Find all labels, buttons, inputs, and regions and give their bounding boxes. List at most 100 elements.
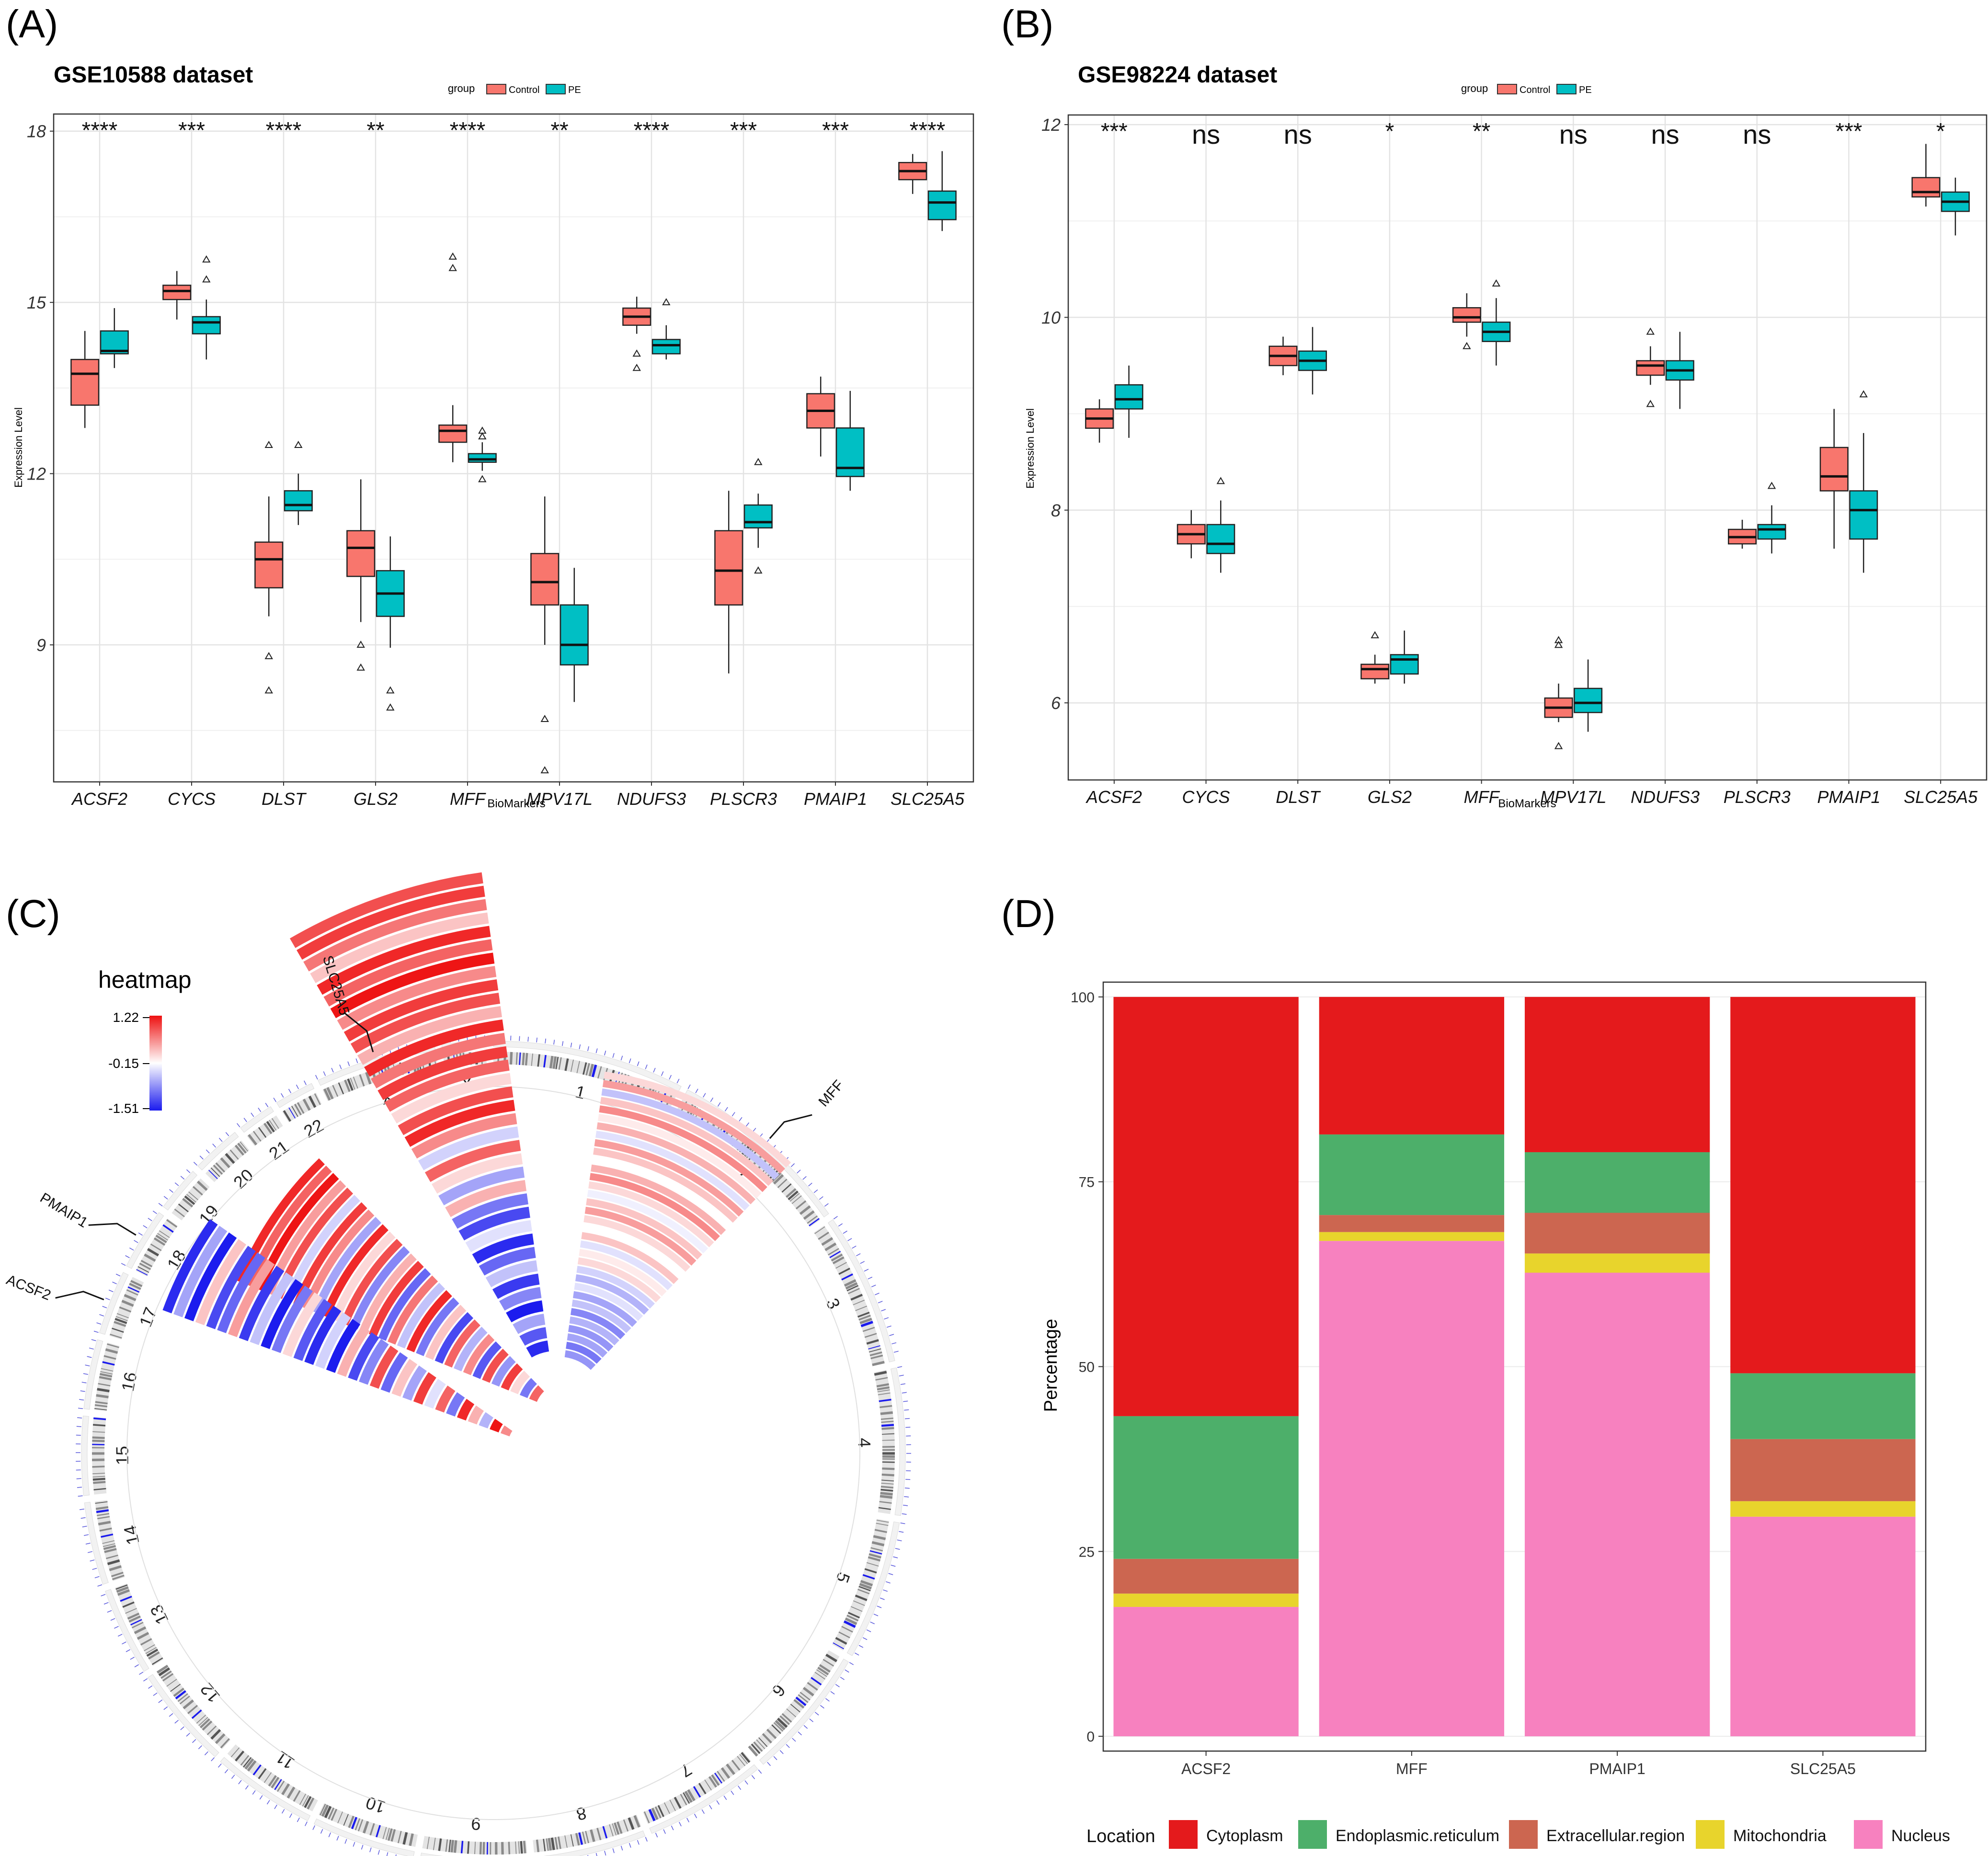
heatmap-cell-pmaip1 — [510, 1370, 530, 1395]
outlier-mff-pe — [1492, 279, 1501, 287]
axis-tick — [687, 1084, 691, 1089]
legend-label-control: Control — [1520, 85, 1550, 95]
axis-tick — [211, 1757, 215, 1762]
axis-tick — [895, 1548, 900, 1550]
cytoband — [196, 1180, 208, 1191]
box-plscr3-control — [714, 530, 743, 606]
cytoband — [576, 1061, 580, 1074]
cytoband — [880, 1417, 893, 1420]
cytoband — [148, 1651, 160, 1660]
cytoband — [107, 1343, 119, 1348]
cytoband — [739, 1754, 748, 1764]
heatmap-cell-pmaip1 — [312, 1216, 382, 1315]
cytoband — [111, 1571, 124, 1578]
axis-tick — [604, 1050, 606, 1055]
axis-tick — [587, 1046, 589, 1051]
axis-tick — [604, 1851, 606, 1856]
outlier-cycs-pe — [202, 275, 211, 283]
cytoband — [102, 1540, 115, 1544]
legend-label-pe: PE — [568, 85, 581, 95]
outlier-dlst-control — [264, 686, 273, 694]
cytoband — [880, 1411, 893, 1415]
y-tick-label: 15 — [27, 293, 46, 312]
cytoband — [351, 1817, 358, 1830]
heatmap-cell-mff — [586, 1198, 702, 1260]
panel-b-label: (B) — [1001, 2, 1053, 46]
cytoband — [160, 1670, 172, 1679]
axis-tick — [218, 1137, 223, 1142]
cytoband — [268, 1775, 277, 1787]
axis-tick — [224, 1769, 229, 1774]
cytoband — [130, 1280, 143, 1287]
cytoband — [877, 1386, 890, 1391]
heatmap-cell-mff — [593, 1147, 738, 1223]
axis-tick — [143, 1225, 148, 1228]
significance-label: *** — [178, 118, 205, 143]
cytoband — [875, 1377, 888, 1381]
axis-tick — [833, 1216, 838, 1220]
axis-tick — [570, 1043, 572, 1048]
axis-tick — [864, 1269, 869, 1272]
cytoband — [558, 1057, 562, 1070]
panel-a-legend: group Control PE — [448, 82, 581, 95]
heatmap-cell-mff — [564, 1350, 596, 1370]
y-tick-label: 9 — [36, 635, 46, 655]
cytoband — [882, 1439, 895, 1441]
axis-tick — [134, 1240, 138, 1243]
cytoband — [175, 1690, 186, 1700]
axis-tick — [847, 1238, 852, 1241]
axis-tick — [339, 1064, 342, 1069]
cytoband — [92, 1473, 105, 1475]
cytoband — [402, 1832, 408, 1845]
cytoband — [302, 1099, 311, 1111]
axis-tick — [115, 1273, 121, 1277]
axis-tick — [369, 1847, 372, 1853]
cytoband — [868, 1348, 881, 1352]
cytoband — [474, 1842, 476, 1855]
cytoband — [879, 1501, 892, 1504]
cytoband — [210, 1729, 221, 1740]
cytoband — [326, 1087, 334, 1100]
cytoband — [882, 1467, 895, 1470]
chromosome-label-7: 7 — [677, 1760, 695, 1781]
outlier-ndufs3-pe — [662, 298, 671, 306]
box-mff-control — [1452, 307, 1481, 323]
x-tick-label: SLC25A5 — [891, 789, 965, 809]
axis-tick — [96, 1322, 102, 1325]
cytoband — [816, 1669, 827, 1677]
heatmap-cell-slc25a5 — [506, 1300, 544, 1323]
box-dlst-control — [254, 541, 284, 589]
axis-tick — [745, 1122, 750, 1127]
cytoband — [92, 1466, 105, 1468]
axis-tick — [871, 1284, 876, 1287]
cytoband — [187, 1705, 198, 1714]
axis-tick — [897, 1366, 903, 1368]
cytoband — [92, 1431, 105, 1433]
heatmap-cell-slc25a5 — [492, 1273, 540, 1299]
outlier-gls2-pe — [386, 686, 395, 694]
heatmap-cell-slc25a5 — [364, 1019, 504, 1077]
axis-tick — [738, 1786, 742, 1790]
y-tick-label: 50 — [1079, 1360, 1095, 1375]
box-acsf2-pe — [1114, 384, 1143, 410]
x-tick-label: PMAIP1 — [1817, 787, 1880, 807]
cytoband — [92, 1447, 105, 1449]
cytoband — [847, 1612, 860, 1619]
cytoband — [125, 1608, 137, 1614]
axis-tick — [237, 1123, 240, 1128]
axis-tick — [122, 1641, 126, 1645]
axis-tick — [703, 1093, 706, 1098]
x-axis-label: BioMarkers — [1498, 797, 1556, 810]
heatmap-cell-acsf2 — [293, 1299, 332, 1361]
axis-tick — [198, 1745, 202, 1750]
cytoband — [684, 1790, 693, 1803]
chromosome-ideogram-6 — [748, 1650, 840, 1757]
cytoband — [829, 1250, 841, 1259]
axis-tick — [180, 1726, 184, 1730]
cytoband — [788, 1190, 799, 1201]
cytoband — [215, 1733, 226, 1744]
chromosome-outer-ring — [126, 1212, 164, 1269]
cytoband — [136, 1269, 148, 1276]
outlier-mff-control — [448, 264, 457, 271]
heatmap-cell-slc25a5 — [297, 885, 485, 960]
